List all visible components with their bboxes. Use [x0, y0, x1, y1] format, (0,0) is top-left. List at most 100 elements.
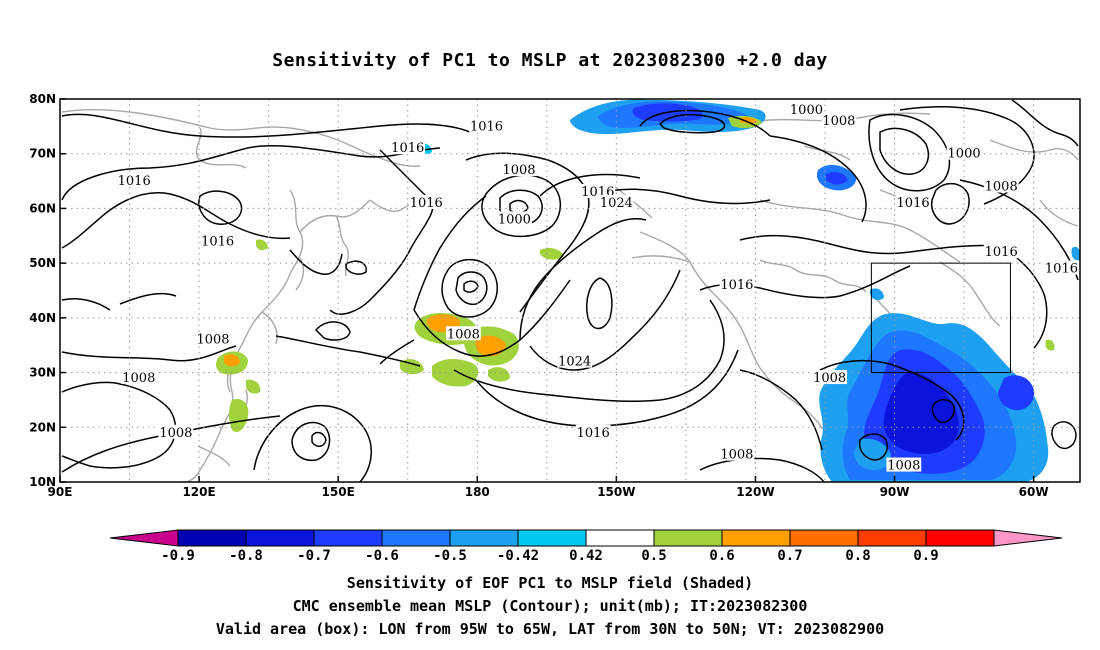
contour-label-bg — [580, 184, 616, 199]
contour-label-bg — [557, 353, 593, 368]
contour-label: 1008 — [159, 426, 192, 441]
lat-tick-label: 60N — [29, 201, 56, 215]
contour-label: 1024 — [558, 355, 591, 370]
colorbar — [109, 529, 1063, 547]
colorbar-segment — [721, 529, 791, 547]
caption-valid-area: Valid area (box): LON from 95W to 65W, L… — [215, 620, 885, 638]
lon-tick-label: 60W — [1019, 485, 1049, 499]
contour-label-bg — [886, 457, 922, 472]
colorbar-label: -0.8 — [229, 548, 263, 564]
contour-labels: 1016101610161016101610081000101610241000… — [116, 101, 1079, 474]
lat-tick-label: 30N — [29, 366, 56, 380]
contour-label: 1008 — [813, 371, 846, 386]
contour-label-bg — [501, 162, 537, 177]
lat-tick-label: 40N — [29, 311, 56, 325]
colorbar-label: -0.42 — [497, 548, 539, 564]
colorbar-segment — [177, 529, 247, 547]
contour-label: 1016 — [1045, 262, 1078, 277]
contour-label: 1000 — [790, 103, 823, 118]
contour-label-bg — [408, 194, 444, 209]
contour-label-bg — [1044, 260, 1079, 275]
caption-shading: Sensitivity of EOF PC1 to MSLP field (Sh… — [346, 574, 754, 592]
contour-label: 1016 — [985, 245, 1018, 260]
latitude-axis: 80N 70N 60N 50N 40N 30N 20N 10N — [29, 92, 66, 489]
contour-label: 1008 — [887, 459, 920, 474]
colorbar-segment — [585, 529, 655, 547]
colorbar-segment — [449, 529, 519, 547]
colorbar-label: -0.5 — [433, 548, 467, 564]
colorbar-label: 0.6 — [709, 548, 734, 564]
contour-label: 1008 — [122, 371, 155, 386]
lat-tick-label: 50N — [29, 256, 56, 270]
lon-tick-label: 150W — [597, 485, 635, 499]
contour-label: 1008 — [447, 327, 480, 342]
map-title: Sensitivity of PC1 to MSLP at 2023082300… — [272, 50, 828, 71]
sensitivity-shading — [216, 99, 1081, 482]
colorbar-segment — [857, 529, 927, 547]
colorbar-segment — [789, 529, 859, 547]
colorbar-extend-low — [109, 529, 179, 547]
contour-label: 1008 — [822, 114, 855, 129]
contour-label: 1024 — [600, 196, 633, 211]
contour-label-bg — [895, 194, 931, 209]
lon-tick-label: 150E — [322, 485, 355, 499]
colorbar-label: -0.9 — [161, 548, 195, 564]
colorbar-label: 0.9 — [913, 548, 938, 564]
colorbar-segment — [313, 529, 383, 547]
contour-label: 1016 — [720, 278, 753, 293]
contour-label: 1008 — [985, 180, 1018, 195]
contour-label-bg — [390, 140, 426, 155]
contour-label-bg — [598, 194, 634, 209]
contour-label-bg — [946, 145, 982, 160]
contour-label: 1016 — [410, 196, 443, 211]
contour-label: 1000 — [948, 147, 981, 162]
colorbar-label: -0.7 — [297, 548, 331, 564]
valid-area-box — [870, 262, 1011, 374]
colorbar-labels: -0.9 -0.8 -0.7 -0.6 -0.5 -0.42 0.42 0.5 0.6 0.7 0.… — [161, 548, 939, 564]
contour-label: 1016 — [201, 234, 234, 249]
contour-label: 1016 — [897, 196, 930, 211]
lon-tick-label: 120W — [736, 485, 774, 499]
lon-tick-label: 180 — [465, 485, 490, 499]
lat-tick-label: 10N — [29, 475, 56, 489]
contour-label-bg — [195, 331, 231, 346]
colorbar-label: -0.6 — [365, 548, 399, 564]
contour-label-bg — [812, 370, 848, 385]
caption-contour: CMC ensemble mean MSLP (Contour); unit(m… — [292, 597, 808, 615]
colorbar-segment — [381, 529, 451, 547]
contour-label: 1000 — [498, 212, 531, 227]
lon-tick-label: 90W — [880, 485, 910, 499]
colorbar-label: 0.8 — [845, 548, 870, 564]
colorbar-segment — [245, 529, 315, 547]
colorbar-label: 0.5 — [641, 548, 666, 564]
lat-tick-label: 20N — [29, 420, 56, 434]
contour-label-bg — [496, 211, 532, 226]
colorbar-extend-high — [993, 529, 1063, 547]
mslp-contours — [61, 99, 1079, 483]
contour-label-bg — [200, 233, 236, 248]
contour-label-bg — [121, 370, 157, 385]
contour-label: 1016 — [470, 119, 503, 134]
contour-label: 1008 — [720, 448, 753, 463]
colorbar-label: 0.7 — [777, 548, 802, 564]
contour-label-bg — [575, 424, 611, 439]
colorbar-segment — [653, 529, 723, 547]
lon-tick-label: 90E — [48, 485, 73, 499]
contour-label: 1016 — [391, 141, 424, 156]
contour-label-bg — [719, 446, 755, 461]
contour-label-bg — [719, 277, 755, 292]
colorbar-segment — [925, 529, 995, 547]
contour-label-bg — [158, 424, 194, 439]
contour-label-bg — [983, 244, 1019, 259]
contour-label: 1008 — [196, 333, 229, 348]
lat-tick-label: 70N — [29, 147, 56, 161]
map-frame — [59, 98, 1081, 483]
contour-label-bg — [821, 112, 857, 127]
contour-label-bg — [983, 178, 1019, 193]
colorbar-segment — [517, 529, 587, 547]
contour-label: 1008 — [502, 163, 535, 178]
lon-tick-label: 120E — [182, 485, 215, 499]
contour-label: 1016 — [118, 174, 151, 189]
lat-tick-label: 80N — [29, 92, 56, 106]
